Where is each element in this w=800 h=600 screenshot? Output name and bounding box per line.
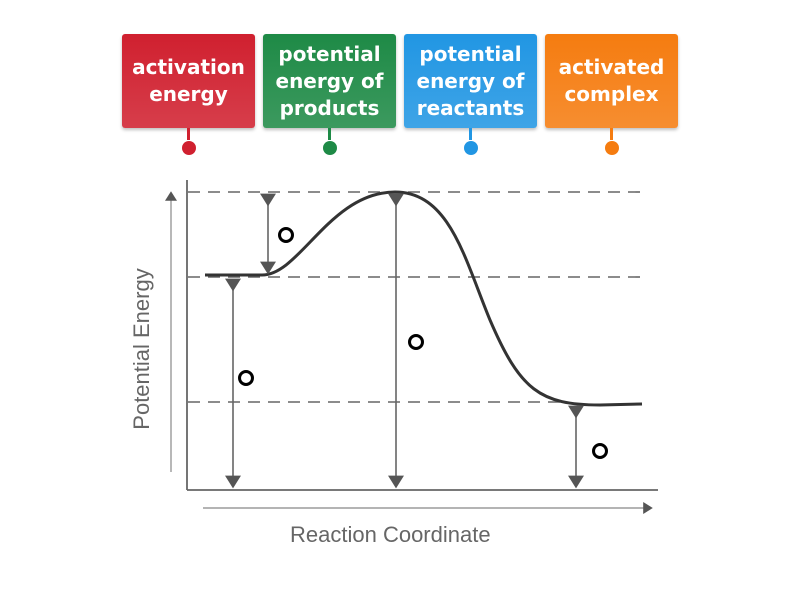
label-connector — [328, 128, 331, 140]
drop-target-hotspot-4[interactable] — [592, 443, 608, 459]
label-activated-complex[interactable]: activated complex — [545, 34, 678, 128]
label-text: activation energy — [132, 55, 245, 106]
label-text: activated complex — [558, 55, 665, 106]
label-connector — [469, 128, 472, 140]
label-activation-energy[interactable]: activation energy — [122, 34, 255, 128]
drag-handle-icon[interactable] — [463, 141, 478, 155]
label-potential-energy-of-products[interactable]: potential energy of products — [263, 34, 396, 128]
label-connector — [187, 128, 190, 140]
drop-target-hotspot-2[interactable] — [408, 334, 424, 350]
dashed-level-lines — [188, 191, 640, 403]
y-axis-label: Potential Energy — [129, 268, 154, 430]
x-axis-label: Reaction Coordinate — [290, 522, 491, 547]
label-text: potential energy of products — [275, 41, 384, 120]
drag-handle-icon[interactable] — [181, 141, 196, 155]
label-potential-energy-of-reactants[interactable]: potential energy of reactants — [404, 34, 537, 128]
drag-handle-icon[interactable] — [604, 141, 619, 155]
drop-target-hotspot-1[interactable] — [278, 227, 294, 243]
label-connector — [610, 128, 613, 140]
drag-handle-icon[interactable] — [322, 141, 337, 155]
drop-target-hotspot-3[interactable] — [238, 370, 254, 386]
label-text: potential energy of reactants — [416, 41, 525, 120]
reaction-curve — [205, 190, 643, 407]
